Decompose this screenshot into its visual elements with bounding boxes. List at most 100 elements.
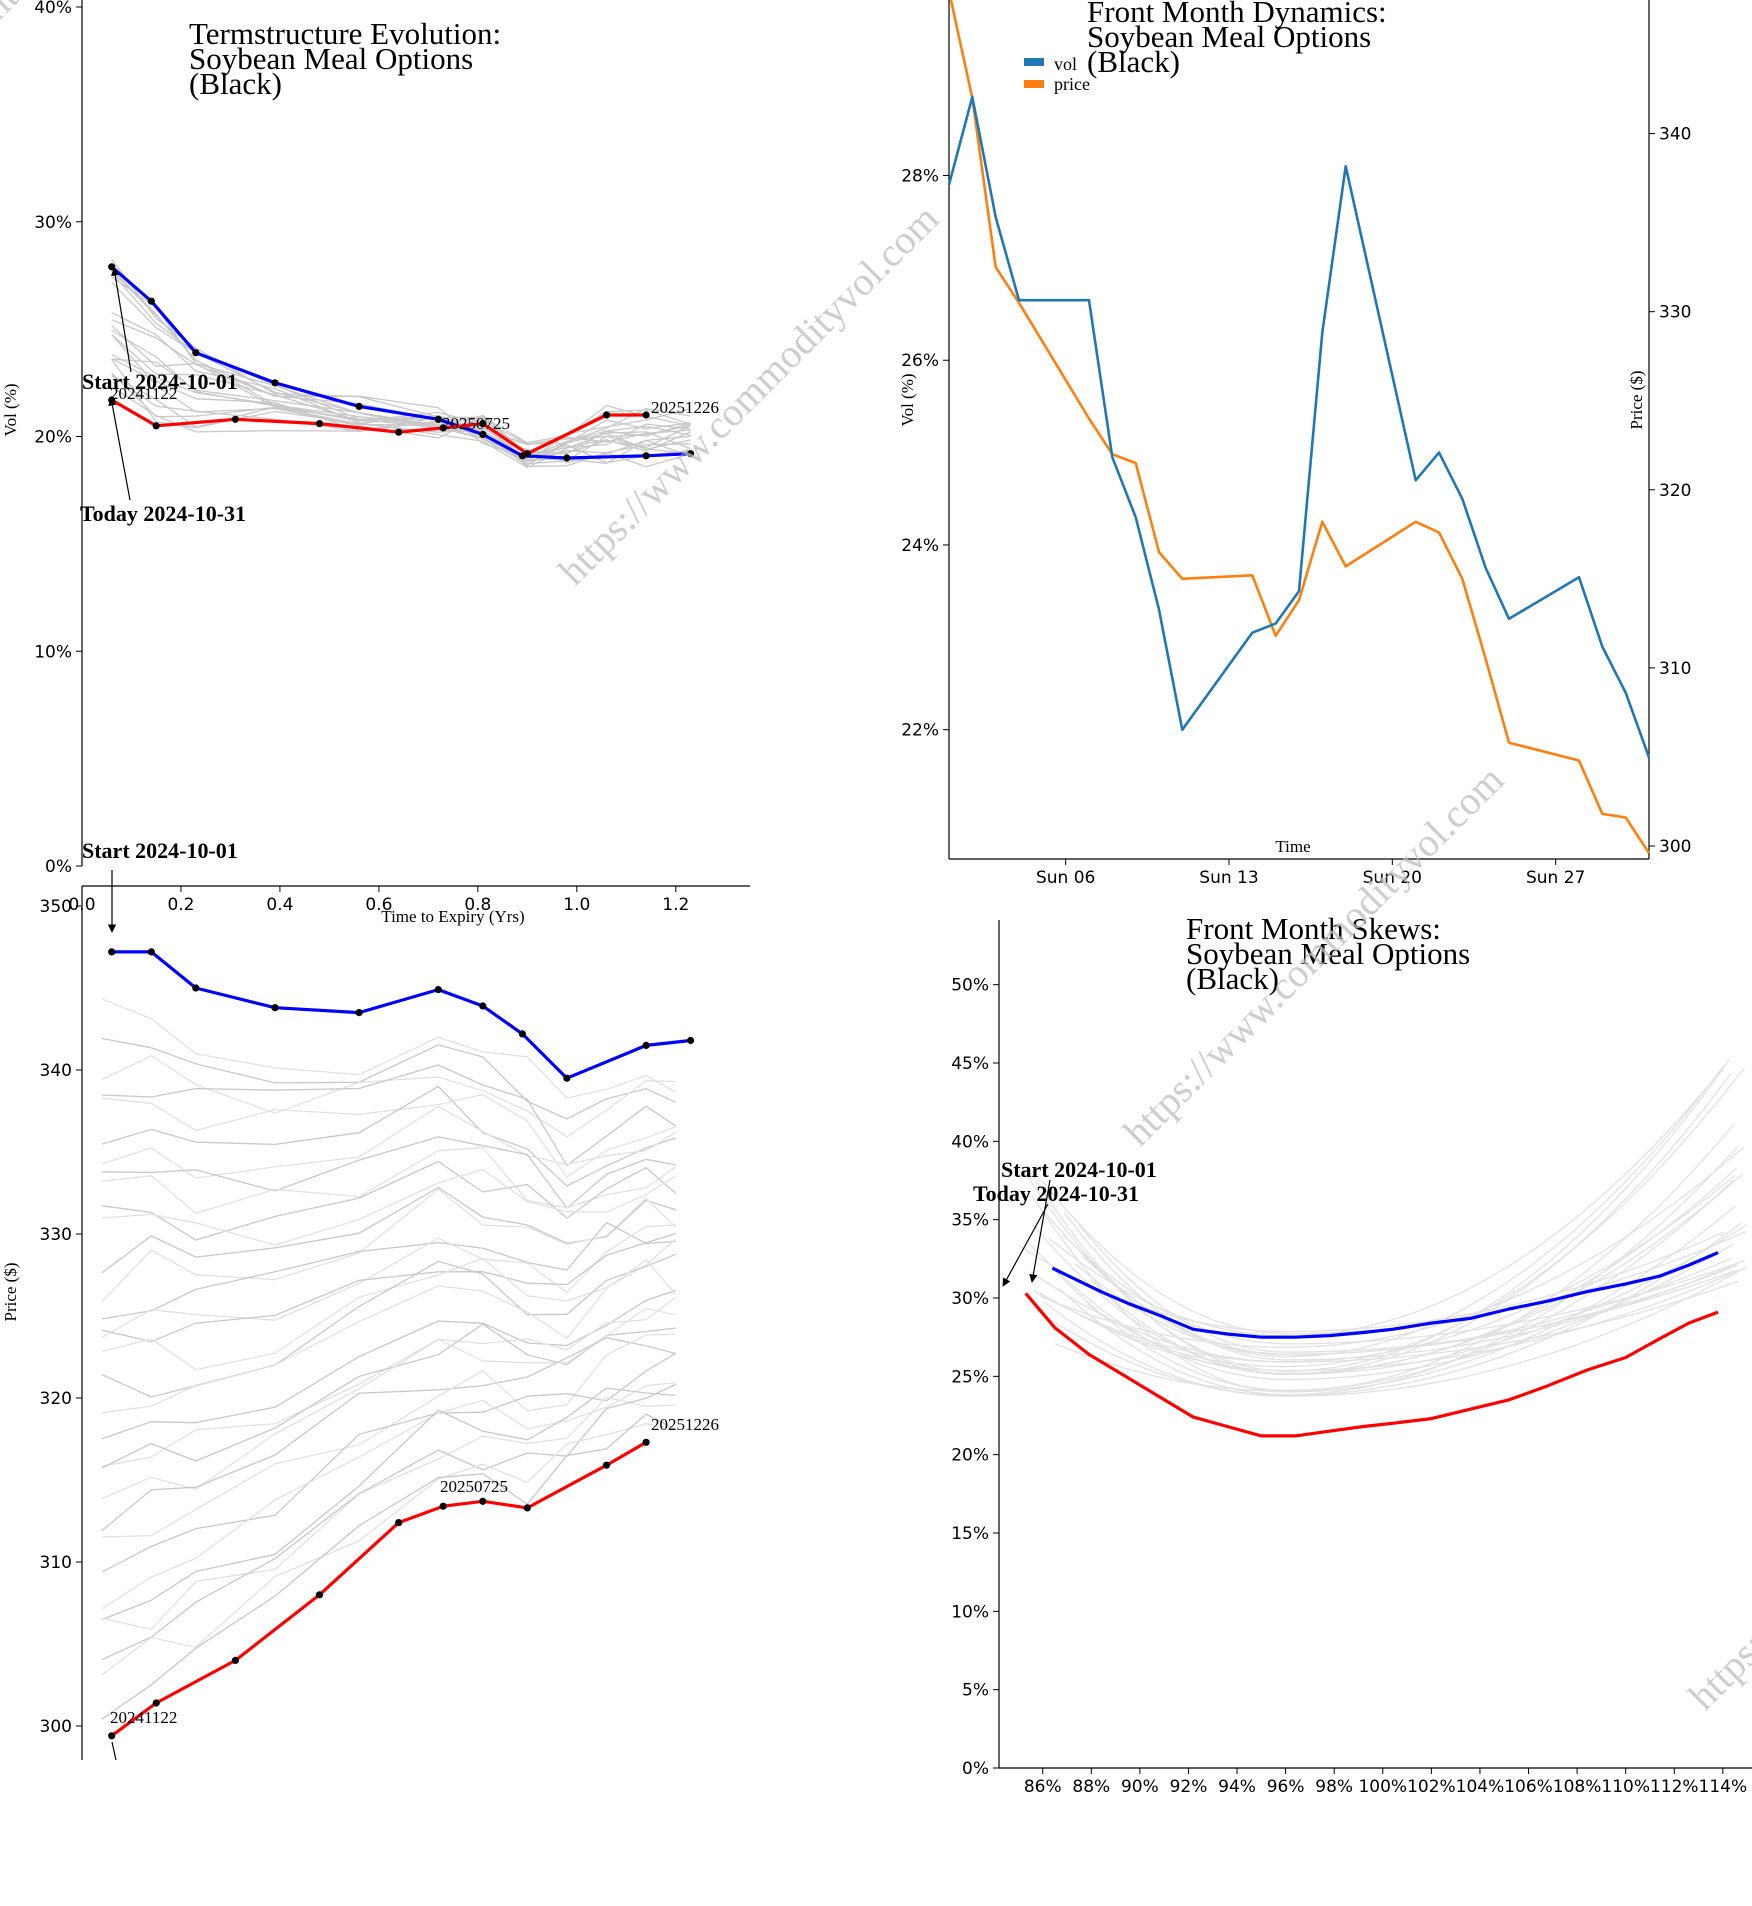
start-series-point: [434, 415, 442, 423]
y2-axis-label: Price ($): [1627, 370, 1646, 429]
historical-curve: [101, 1296, 677, 1467]
today-arrow: [1002, 1203, 1049, 1287]
y-tick-label: 330: [1659, 303, 1691, 323]
historical-curve: [101, 1238, 677, 1371]
termstructure-vol-chart: 0%10%20%30%40% 0.0 0.2 0.4 0.6 0.8 1.0 1.2 Vol…: [1, 0, 750, 926]
y-tick-label: 330: [40, 1225, 72, 1245]
today-arrow: [108, 397, 131, 501]
historical-curve: [101, 1323, 676, 1469]
expiry-label-mid: 20250725: [440, 1477, 508, 1496]
y-axis-ticks: 22% 24% 26% 28%: [901, 166, 949, 741]
x-axis-ticks: 0.0 0.2 0.4 0.6 0.8 1.0 1.2: [68, 886, 689, 915]
today-series-point: [602, 411, 611, 419]
historical-skew: [1030, 1194, 1737, 1393]
today-series-point: [602, 1461, 611, 1469]
y-tick-label: 40%: [34, 0, 72, 18]
start-series-point: [271, 379, 279, 387]
y-tick-label: 22%: [901, 721, 939, 741]
x-tick-label: 104%: [1456, 1777, 1505, 1797]
today-series-point: [479, 1497, 487, 1505]
start-series-point: [479, 1002, 487, 1010]
historical-curve: [101, 1307, 676, 1500]
historical-skew: [1063, 1212, 1745, 1361]
historical-curve: [111, 386, 691, 444]
y-tick-label: 0%: [962, 1759, 989, 1779]
historical-skew: [1028, 1243, 1735, 1381]
start-series-point: [642, 452, 650, 460]
historical-curve: [101, 1396, 676, 1631]
historical-curve: [101, 1168, 677, 1246]
today-series-point: [395, 1519, 403, 1527]
chart-title-line-2: Soybean Meal Options: [1186, 936, 1470, 971]
historical-skew: [1042, 1266, 1748, 1397]
today-series-point: [439, 424, 447, 432]
x-tick-label: 1.0: [563, 895, 590, 915]
expiry-label-mid: 20250725: [442, 414, 510, 433]
historical-skew: [1054, 1123, 1735, 1392]
chart-title-line-2: Soybean Meal Options: [189, 41, 473, 76]
today-series-line: [110, 398, 647, 456]
chart-title-line-1: Termstructure Evolution:: [189, 16, 501, 51]
historical-curve: [101, 1037, 677, 1120]
start-annotation: Start 2024-10-01: [82, 838, 238, 863]
x-tick-label: Sun 13: [1199, 868, 1258, 888]
today-series-point: [152, 422, 160, 430]
today-series-point: [523, 450, 531, 458]
x-tick-label: 114%: [1699, 1777, 1748, 1797]
start-series-point: [271, 1004, 279, 1012]
x-axis-label: Time: [1275, 837, 1310, 856]
y-tick-label: 300: [1659, 837, 1691, 857]
historical-curve: [101, 1232, 676, 1343]
today-series-line: [110, 1440, 647, 1738]
background-curves: [111, 258, 691, 469]
start-series-point: [642, 1041, 650, 1049]
chart-title-line-3: (Black): [189, 66, 282, 101]
today-annotation: Today 2024-10-31: [973, 1181, 1139, 1206]
historical-curve: [101, 1383, 677, 1661]
front-month-dynamics-chart: 22% 24% 26% 28% 300 310 320 330 340 Sun 06 Sun 1…: [898, 0, 1691, 888]
y-axis-ticks: 0% 10% 20% 30% 40%: [34, 0, 82, 877]
x-tick-label: 110%: [1601, 1777, 1650, 1797]
legend-swatch-price: [1024, 80, 1044, 88]
historical-curve: [101, 1333, 676, 1538]
start-series-line: [1051, 1251, 1719, 1339]
historical-skew: [1057, 1145, 1739, 1396]
historical-curve: [111, 372, 691, 454]
x-tick-label: 100%: [1358, 1777, 1407, 1797]
start-series-point: [355, 402, 363, 410]
y-tick-label: 15%: [951, 1524, 989, 1544]
today-series-point: [395, 428, 403, 436]
x-axis-ticks: 86% 88% 90% 92% 94% 96% 98% 100% 102% 104% 106% 108…: [1024, 1768, 1747, 1797]
today-series-point: [439, 1502, 447, 1510]
y-tick-label: 35%: [951, 1211, 989, 1231]
y-tick-label: 320: [40, 1389, 72, 1409]
start-series-point: [192, 349, 200, 357]
today-series-point: [642, 411, 650, 419]
y-tick-label: 30%: [34, 213, 72, 233]
watermark-4: https://www.commodityvol.com: [1680, 1321, 1752, 1719]
historical-curve: [101, 1054, 676, 1138]
x-tick-label: Sun 27: [1526, 868, 1585, 888]
x-tick-label: Sun 20: [1363, 868, 1422, 888]
start-arrow: [1029, 1179, 1051, 1283]
start-series-line: [111, 950, 691, 1080]
expiry-label-first: 20241122: [110, 1708, 177, 1727]
today-series-point: [523, 1504, 531, 1512]
front-month-skews-chart: 0% 5% 10% 15% 20% 25% 30% 35% 40% 45% 50% 86% 88% 90…: [951, 911, 1752, 1797]
historical-skew: [1031, 1167, 1737, 1375]
start-arrow: [111, 1741, 117, 1761]
x-tick-label: 90%: [1121, 1777, 1159, 1797]
x-tick-label: 0.8: [464, 895, 491, 915]
historical-curve: [101, 1423, 676, 1676]
x-tick-label: 92%: [1170, 1777, 1208, 1797]
x-tick-label: 96%: [1267, 1777, 1305, 1797]
start-series-point: [192, 984, 200, 992]
x-axis-ticks: Sun 06 Sun 13 Sun 20 Sun 27: [1036, 859, 1585, 888]
start-series-point: [147, 297, 155, 305]
y-tick-label: 20%: [34, 428, 72, 448]
historical-curve: [101, 1136, 676, 1210]
background-curves: [101, 998, 677, 1720]
expiry-label-last: 20251226: [651, 1415, 719, 1434]
x-tick-label: 108%: [1553, 1777, 1602, 1797]
y-tick-label: 25%: [951, 1367, 989, 1387]
